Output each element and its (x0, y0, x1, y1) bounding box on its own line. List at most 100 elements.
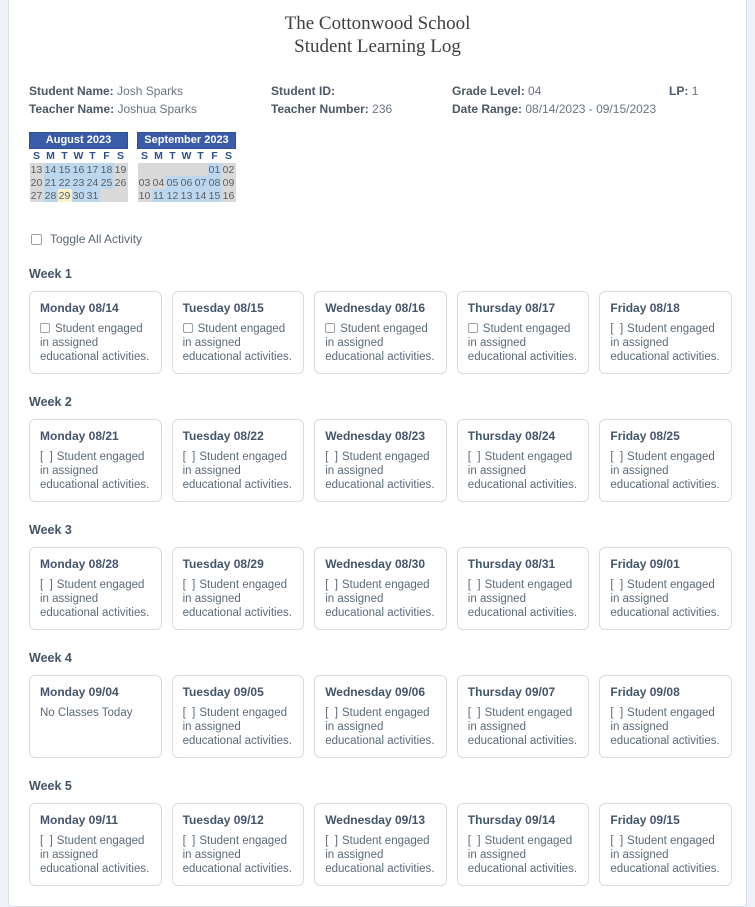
day-card: Wednesday 09/06 [ ] Student engaged in ass… (314, 675, 447, 758)
lp-label: LP: (669, 84, 689, 98)
calendar-day-cell: 07 (193, 176, 208, 189)
calendar-day-cell: 14 (193, 189, 208, 202)
day-card-body: [ ] Student engaged in assigned education… (610, 834, 722, 876)
activity-brackets-marker: [ ] (182, 707, 196, 719)
activity-brackets-marker: [ ] (467, 451, 481, 463)
calendar-day-cell: 12 (165, 189, 180, 202)
day-card: Tuesday 08/22 [ ] Student engaged in assig… (171, 419, 305, 502)
activity-brackets-marker: [ ] (467, 835, 481, 847)
calendar-weekday-header: S (221, 148, 236, 163)
activity-brackets-marker: [ ] (467, 579, 481, 591)
calendar-day-cell: 17 (85, 163, 100, 176)
teacher-number-row: Teacher Number: 236 (271, 102, 452, 116)
calendar-day-cell: 23 (71, 176, 86, 189)
calendar-weekday-header: S (137, 148, 152, 163)
calendar-weekday-header: S (29, 148, 44, 163)
page-title: Student Learning Log (294, 36, 461, 57)
activity-text: Student engaged in assigned educational … (182, 451, 292, 491)
day-card-body: [ ] Student engaged in assigned education… (40, 578, 152, 620)
day-card-title: Tuesday 08/15 (182, 301, 264, 315)
calendar-september-2023: September 2023 S M T W T F S 01 02 03 04 05 06 07 08 09 1… (137, 132, 236, 202)
calendar-day-cell: 01 (207, 163, 222, 176)
day-card: Friday 08/25 [ ] Student engaged in assign… (599, 419, 732, 502)
toggle-all-row: Toggle All Activity (21, 232, 734, 246)
day-card-title: Wednesday 08/16 (325, 301, 426, 315)
day-card: Monday 09/04 No Classes Today (29, 675, 162, 758)
day-card-title: Friday 09/15 (610, 813, 680, 827)
calendar-weekday-header: T (85, 148, 100, 163)
activity-text: Student engaged in assigned educational … (325, 451, 435, 491)
day-card-title: Friday 09/08 (610, 685, 680, 699)
activity-text: Student engaged in assigned educational … (182, 579, 292, 619)
activity-brackets-marker: [ ] (325, 451, 338, 463)
activity-text: Student engaged in assigned educational … (40, 451, 150, 491)
day-card-body: Student engaged in assigned educational … (182, 322, 295, 364)
calendar-day-cell: 15 (207, 189, 222, 202)
activity-brackets-marker: [ ] (182, 835, 196, 847)
toggle-all-checkbox[interactable] (31, 233, 42, 245)
calendar-weekday-header: M (43, 148, 58, 163)
day-card-title: Wednesday 08/30 (325, 557, 426, 571)
day-card-title: Friday 08/25 (610, 429, 680, 443)
day-card: Wednesday 08/23 [ ] Student engaged in ass… (314, 419, 447, 502)
calendar-weekday-header: T (165, 148, 180, 163)
student-name-label: Student Name: (29, 84, 114, 98)
day-card-title: Tuesday 08/22 (182, 429, 264, 443)
day-card-title: Wednesday 09/13 (325, 813, 426, 827)
grade-level-row: Grade Level: 04 (452, 84, 669, 98)
activity-checkbox[interactable] (182, 323, 193, 333)
activity-text: Student engaged in assigned educational … (610, 579, 720, 619)
day-card-title: Thursday 08/24 (467, 429, 556, 443)
calendar-day-cell: 05 (165, 176, 180, 189)
teacher-name-row: Teacher Name: Joshua Sparks (29, 102, 271, 116)
calendar-day-cell: 26 (113, 176, 128, 189)
day-card-body: [ ] Student engaged in assigned education… (610, 450, 722, 492)
day-card-body: [ ] Student engaged in assigned education… (468, 578, 580, 620)
week-cards-row: Monday 09/11[ ] Student engaged in assign… (29, 803, 732, 886)
week-section: Week 3 Monday 08/28[ ] Student engaged in … (21, 523, 734, 630)
day-card: Thursday 09/07 [ ] Student engaged in assi… (456, 675, 590, 758)
day-card: Tuesday 08/15 Student engaged in assigned… (171, 291, 305, 374)
calendar-weekday-header: F (207, 148, 222, 163)
date-range-label: Date Range: (452, 102, 523, 116)
activity-text: Student engaged in assigned educational … (325, 835, 435, 875)
week-label: Week 5 (29, 779, 72, 793)
activity-checkbox[interactable] (467, 323, 478, 333)
student-id-row: Student ID: (271, 84, 452, 98)
activity-brackets-marker: [ ] (610, 579, 624, 591)
toggle-all-label: Toggle All Activity (50, 232, 143, 246)
calendar-day-cell (151, 163, 166, 176)
calendar-day-cell: 03 (137, 176, 152, 189)
activity-brackets-marker: [ ] (325, 835, 338, 847)
day-card: Wednesday 08/16 Student engaged in assign… (314, 291, 447, 374)
calendar-day-cell: 18 (99, 163, 114, 176)
student-id-label: Student ID: (271, 84, 335, 98)
day-card-body: No Classes Today (40, 706, 152, 720)
activity-brackets-marker: [ ] (610, 835, 624, 847)
activity-text: Student engaged in assigned educational … (40, 835, 150, 875)
page-header: The Cottonwood School Student Learning L… (21, 12, 734, 58)
activity-text: Student engaged in assigned educational … (610, 707, 720, 747)
activity-text: Student engaged in assigned educational … (610, 451, 720, 491)
activity-text: Student engaged in assigned educational … (325, 579, 435, 619)
student-info-section: Student Name: Josh Sparks Teacher Name: … (21, 84, 734, 116)
day-card: Friday 09/15 [ ] Student engaged in assign… (599, 803, 732, 886)
activity-text: Student engaged in assigned educational … (182, 707, 292, 747)
calendar-day-cell: 13 (29, 163, 44, 176)
day-card: Monday 09/11 [ ] Student engaged in assign… (29, 803, 162, 886)
day-card-body: [ ] Student engaged in assigned education… (40, 834, 152, 876)
activity-brackets-marker: [ ] (610, 707, 624, 719)
teacher-number-value: 236 (372, 102, 393, 116)
teacher-number-label: Teacher Number: (271, 102, 369, 116)
day-card-body: [ ] Student engaged in assigned education… (468, 834, 580, 876)
day-card: Wednesday 09/13 [ ] Student engaged in ass… (314, 803, 447, 886)
week-label: Week 1 (29, 267, 72, 281)
activity-checkbox[interactable] (325, 323, 336, 333)
week-cards-row: Monday 08/28[ ] Student engaged in assign… (29, 547, 732, 630)
calendar-day-cell: 10 (137, 189, 152, 202)
day-card-body: [ ] Student engaged in assigned education… (610, 322, 722, 364)
activity-brackets-marker: [ ] (467, 707, 481, 719)
calendar-day-cell (113, 189, 128, 202)
activity-checkbox[interactable] (40, 323, 50, 333)
calendar-august-2023: August 2023 S M T W T F S 13 14 15 16 17 18 19 20 21 22 23… (29, 132, 128, 202)
